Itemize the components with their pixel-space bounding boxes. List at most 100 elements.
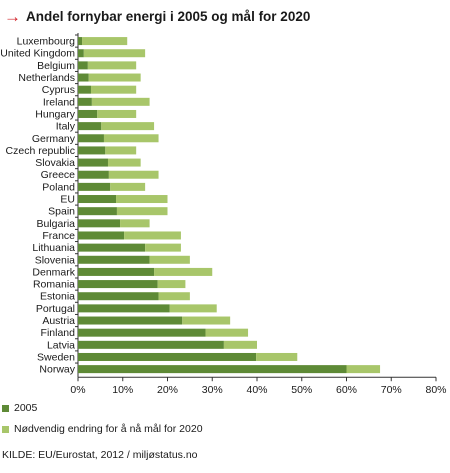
- bar-2005: [78, 122, 102, 131]
- bar-target-change: [149, 255, 190, 264]
- bar-target-change: [154, 267, 213, 276]
- category-label: United Kingdom: [0, 48, 75, 60]
- bar-target-change: [157, 280, 186, 289]
- category-label: Spain: [48, 206, 75, 218]
- category-label: Austria: [42, 315, 75, 327]
- bar-2005: [78, 73, 89, 82]
- bar-2005: [78, 49, 84, 58]
- category-label: Denmark: [32, 266, 75, 278]
- bar-target-change: [105, 146, 137, 155]
- category-label: Portugal: [36, 303, 75, 315]
- category-label: Poland: [42, 181, 75, 193]
- bar-target-change: [120, 219, 150, 228]
- bar-2005: [78, 352, 257, 361]
- bar-target-change: [88, 73, 141, 82]
- bar-2005: [78, 255, 150, 264]
- legend-item-target: Nødvendig endring for å nå mål for 2020: [2, 423, 203, 435]
- bar-2005: [78, 146, 106, 155]
- bar-target-change: [116, 207, 168, 216]
- legend-swatch-2005: [2, 404, 9, 412]
- arrow-right-icon: →: [4, 6, 21, 26]
- category-label: Belgium: [37, 60, 75, 72]
- bar-2005: [78, 231, 125, 240]
- bar-target-change: [205, 328, 249, 337]
- x-tick-label: 10%: [112, 384, 133, 396]
- category-label: Czech republic: [6, 145, 75, 157]
- category-label: Norway: [39, 364, 75, 376]
- x-tick-label: 40%: [246, 384, 267, 396]
- bar-2005: [78, 207, 117, 216]
- category-label: Romania: [33, 279, 75, 291]
- bar-target-change: [90, 85, 137, 94]
- category-label: Ireland: [43, 96, 75, 108]
- bar-target-change: [103, 134, 159, 143]
- bar-2005: [78, 61, 88, 70]
- bar-target-change: [116, 195, 168, 204]
- category-label: France: [42, 230, 75, 242]
- x-tick-label: 30%: [202, 384, 223, 396]
- category-label: Estonia: [40, 291, 75, 303]
- bar-2005: [78, 85, 91, 94]
- bar-2005: [78, 340, 224, 349]
- bar-target-change: [83, 49, 146, 58]
- bar-2005: [78, 292, 159, 301]
- category-label: Greece: [41, 169, 76, 181]
- bar-target-change: [108, 170, 159, 179]
- bar-2005: [78, 170, 109, 179]
- category-label: Lithuania: [32, 242, 75, 254]
- bar-2005: [78, 267, 155, 276]
- legend-item-2005: 2005: [2, 402, 37, 414]
- bar-2005: [78, 182, 111, 191]
- legend-label-target: Nødvendig endring for å nå mål for 2020: [14, 423, 203, 435]
- bar-2005: [78, 219, 121, 228]
- category-label: Netherlands: [18, 72, 75, 84]
- bar-target-change: [107, 158, 141, 167]
- bar-2005: [78, 243, 146, 252]
- bar-target-change: [169, 304, 217, 313]
- source-note: KILDE: EU/Eurostat, 2012 / miljøstatus.n…: [2, 449, 198, 461]
- bar-target-change: [158, 292, 190, 301]
- x-tick-label: 20%: [157, 384, 178, 396]
- category-label: Finland: [41, 327, 76, 339]
- bar-target-change: [82, 37, 128, 46]
- bar-2005: [78, 109, 98, 118]
- category-label: Cyprus: [42, 84, 75, 96]
- bar-target-change: [256, 352, 298, 361]
- category-label: Slovakia: [35, 157, 75, 169]
- category-label: EU: [60, 194, 75, 206]
- bar-target-change: [182, 316, 231, 325]
- x-tick-label: 80%: [425, 384, 446, 396]
- category-label: Hungary: [35, 108, 75, 120]
- bar-2005: [78, 158, 108, 167]
- x-tick-label: 60%: [336, 384, 357, 396]
- bar-target-change: [223, 340, 257, 349]
- category-label: Slovenia: [35, 254, 75, 266]
- bar-target-change: [346, 365, 381, 374]
- bar-2005: [78, 195, 117, 204]
- bar-target-change: [97, 109, 137, 118]
- legend-swatch-target: [2, 425, 9, 433]
- category-label: Latvia: [47, 339, 75, 351]
- x-tick-label: 50%: [291, 384, 312, 396]
- chart-title-text: Andel fornybar energi i 2005 og mål for …: [26, 8, 311, 24]
- bar-target-change: [110, 182, 146, 191]
- category-label: Luxembourg: [17, 36, 76, 48]
- bar-2005: [78, 365, 347, 374]
- bar-target-change: [124, 231, 181, 240]
- category-label: Italy: [56, 121, 76, 133]
- chart-title: → Andel fornybar energi i 2005 og mål fo…: [4, 6, 310, 26]
- x-tick-label: 70%: [381, 384, 402, 396]
- bar-2005: [78, 97, 92, 106]
- bar-target-change: [101, 122, 155, 131]
- bar-2005: [78, 328, 206, 337]
- bar-target-change: [145, 243, 181, 252]
- bar-2005: [78, 37, 83, 46]
- bar-target-change: [87, 61, 137, 70]
- bar-target-change: [91, 97, 150, 106]
- bar-2005: [78, 304, 170, 313]
- bar-2005: [78, 134, 104, 143]
- bar-2005: [78, 316, 183, 325]
- bar-2005: [78, 280, 158, 289]
- category-label: Sweden: [37, 351, 75, 363]
